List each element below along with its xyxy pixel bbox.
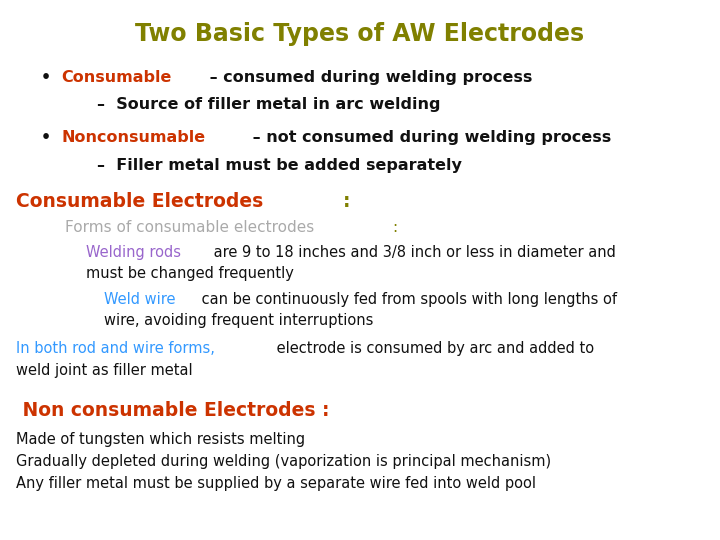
Text: Gradually depleted during welding (vaporization is principal mechanism): Gradually depleted during welding (vapor…: [16, 454, 551, 469]
Text: –  Filler metal must be added separately: – Filler metal must be added separately: [97, 158, 462, 173]
Text: weld joint as filler metal: weld joint as filler metal: [16, 363, 192, 378]
Text: Forms of consumable electrodes: Forms of consumable electrodes: [65, 220, 319, 235]
Text: Nonconsumable: Nonconsumable: [61, 130, 205, 145]
Text: electrode is consumed by arc and added to: electrode is consumed by arc and added t…: [272, 341, 595, 356]
Text: must be changed frequently: must be changed frequently: [86, 266, 294, 281]
Text: wire, avoiding frequent interruptions: wire, avoiding frequent interruptions: [104, 313, 374, 328]
Text: can be continuously fed from spools with long lengths of: can be continuously fed from spools with…: [197, 292, 616, 307]
Text: Two Basic Types of AW Electrodes: Two Basic Types of AW Electrodes: [135, 22, 585, 45]
Text: :: :: [343, 192, 351, 211]
Text: Non consumable Electrodes :: Non consumable Electrodes :: [16, 401, 329, 420]
Text: –  Source of filler metal in arc welding: – Source of filler metal in arc welding: [97, 97, 441, 112]
Text: :: :: [392, 220, 398, 235]
Text: are 9 to 18 inches and 3/8 inch or less in diameter and: are 9 to 18 inches and 3/8 inch or less …: [209, 245, 616, 260]
Text: Any filler metal must be supplied by a separate wire fed into weld pool: Any filler metal must be supplied by a s…: [16, 476, 536, 491]
Text: Weld wire: Weld wire: [104, 292, 176, 307]
Text: •: •: [41, 130, 51, 145]
Text: •: •: [41, 70, 51, 85]
Text: Consumable Electrodes: Consumable Electrodes: [16, 192, 269, 211]
Text: Welding rods: Welding rods: [86, 245, 181, 260]
Text: – not consumed during welding process: – not consumed during welding process: [247, 130, 611, 145]
Text: Consumable: Consumable: [61, 70, 171, 85]
Text: – consumed during welding process: – consumed during welding process: [204, 70, 532, 85]
Text: In both rod and wire forms,: In both rod and wire forms,: [16, 341, 215, 356]
Text: Made of tungsten which resists melting: Made of tungsten which resists melting: [16, 432, 305, 447]
